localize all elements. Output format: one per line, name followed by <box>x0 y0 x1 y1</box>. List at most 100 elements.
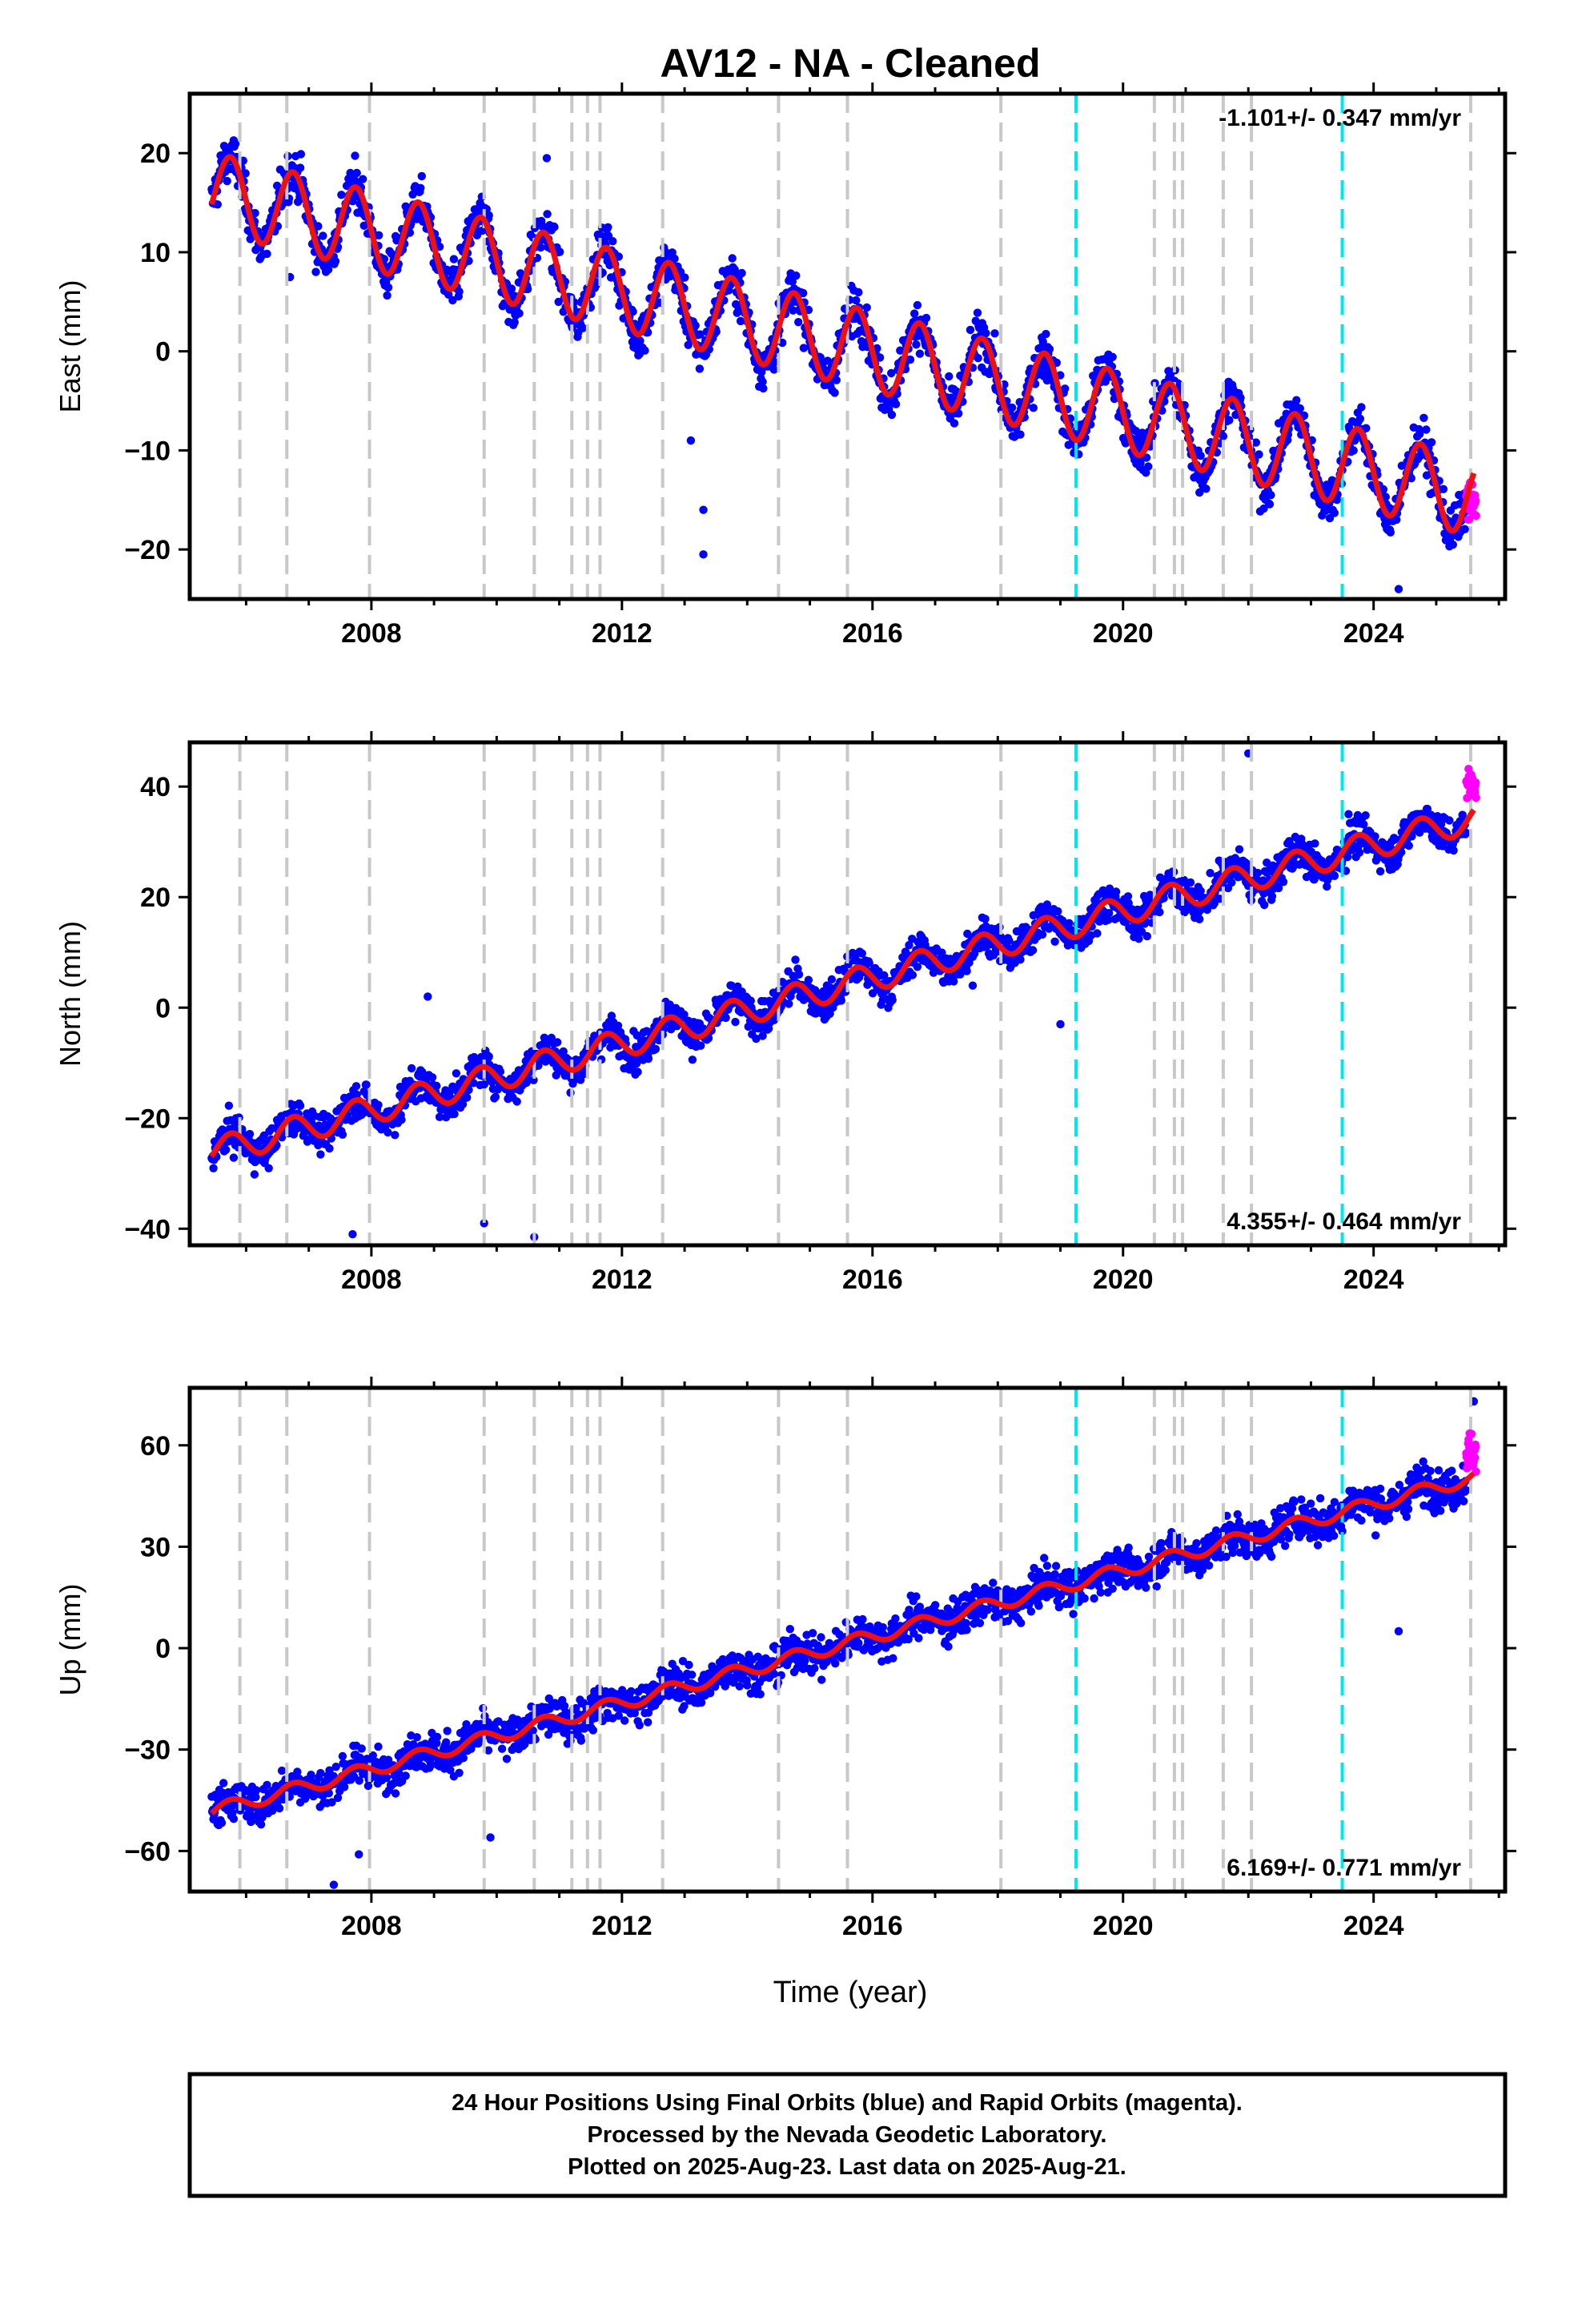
data-point <box>862 303 871 312</box>
data-point <box>348 197 357 206</box>
data-point <box>554 297 563 307</box>
data-point <box>1381 493 1391 501</box>
data-point <box>432 1732 442 1742</box>
data-point <box>887 410 897 420</box>
data-point <box>1419 413 1428 422</box>
data-point <box>608 237 617 246</box>
data-point <box>251 208 259 218</box>
data-point <box>905 355 915 364</box>
data-point <box>912 340 921 349</box>
y-axis-label: East (mm) <box>54 280 86 413</box>
data-point <box>362 1080 371 1089</box>
data-point <box>484 1052 493 1061</box>
model-line <box>209 808 1476 1159</box>
x-tick-label: 2024 <box>1343 1265 1404 1295</box>
data-point <box>908 971 917 979</box>
data-point <box>507 284 516 293</box>
y-tick-label: −20 <box>124 535 171 565</box>
data-point <box>1359 820 1368 829</box>
data-point <box>375 231 383 239</box>
data-point <box>1038 337 1047 346</box>
data-point <box>628 307 637 316</box>
rapid-point <box>1465 515 1474 524</box>
data-point <box>391 1789 400 1798</box>
data-point <box>974 354 982 363</box>
data-point <box>1142 453 1151 462</box>
outlier-point <box>1344 810 1353 818</box>
data-point <box>316 1150 325 1159</box>
data-point <box>1265 500 1275 509</box>
data-point <box>251 1786 261 1795</box>
x-tick-label: 2024 <box>1343 618 1404 649</box>
data-point <box>1029 404 1038 412</box>
data-point <box>804 975 813 984</box>
outlier-point <box>1056 1019 1065 1029</box>
data-point <box>1279 878 1288 887</box>
data-point <box>945 372 954 381</box>
data-point <box>397 1116 406 1124</box>
data-point <box>1449 846 1458 855</box>
data-point <box>857 949 867 958</box>
data-point <box>256 1820 266 1829</box>
data-point <box>1445 816 1454 825</box>
data-point <box>1349 446 1358 455</box>
data-point <box>351 1082 361 1091</box>
data-point <box>331 1763 340 1771</box>
data-point <box>1292 396 1301 404</box>
data-point <box>827 975 837 984</box>
data-point <box>854 287 863 297</box>
data-point <box>374 1742 383 1751</box>
data-point <box>954 409 963 418</box>
outlier-point <box>699 505 708 514</box>
data-point <box>338 1130 347 1140</box>
data-point <box>391 1131 400 1140</box>
data-point <box>331 257 340 266</box>
data-point <box>484 211 493 220</box>
outlier-point <box>1394 585 1403 593</box>
model-line <box>209 154 1477 534</box>
data-point <box>1330 509 1339 517</box>
data-point <box>640 346 649 355</box>
event-lines <box>238 94 1472 599</box>
data-point <box>1362 424 1371 432</box>
rapid-point <box>1472 496 1480 505</box>
outlier-point <box>542 154 552 163</box>
data-point <box>789 306 797 315</box>
data-point <box>1251 438 1261 447</box>
data-point <box>982 328 990 338</box>
data-point <box>614 252 623 261</box>
data-point <box>1235 845 1244 854</box>
data-point <box>770 358 779 367</box>
data-point <box>229 1153 239 1162</box>
data-point <box>1038 930 1047 939</box>
data-point <box>896 346 905 355</box>
data-point <box>1255 450 1263 459</box>
data-point <box>1007 403 1017 412</box>
data-point <box>731 1017 740 1027</box>
final-orbit-points <box>207 749 1471 1241</box>
rate-annotation: -1.101+/- 0.347 mm/yr <box>1219 105 1461 131</box>
data-point <box>1260 900 1269 910</box>
data-point <box>604 223 612 231</box>
data-point <box>1142 931 1152 941</box>
data-point <box>888 995 897 1005</box>
data-point <box>1361 811 1370 820</box>
data-point <box>1357 403 1366 412</box>
data-point <box>263 249 271 259</box>
data-point <box>448 296 457 305</box>
data-point <box>352 1090 361 1100</box>
data-point <box>1016 430 1025 439</box>
data-point <box>316 1768 325 1778</box>
data-point <box>1427 438 1436 447</box>
data-point <box>401 1771 410 1780</box>
x-tick-label: 2012 <box>592 618 652 649</box>
data-point <box>359 175 367 183</box>
data-point <box>1375 866 1385 876</box>
data-point <box>295 1101 305 1110</box>
data-point <box>339 1783 349 1791</box>
data-point <box>1267 892 1277 901</box>
x-tick-label: 2008 <box>341 1265 402 1295</box>
y-tick-label: −20 <box>124 1104 171 1134</box>
data-point <box>556 247 564 256</box>
plot-frame <box>187 91 1508 601</box>
